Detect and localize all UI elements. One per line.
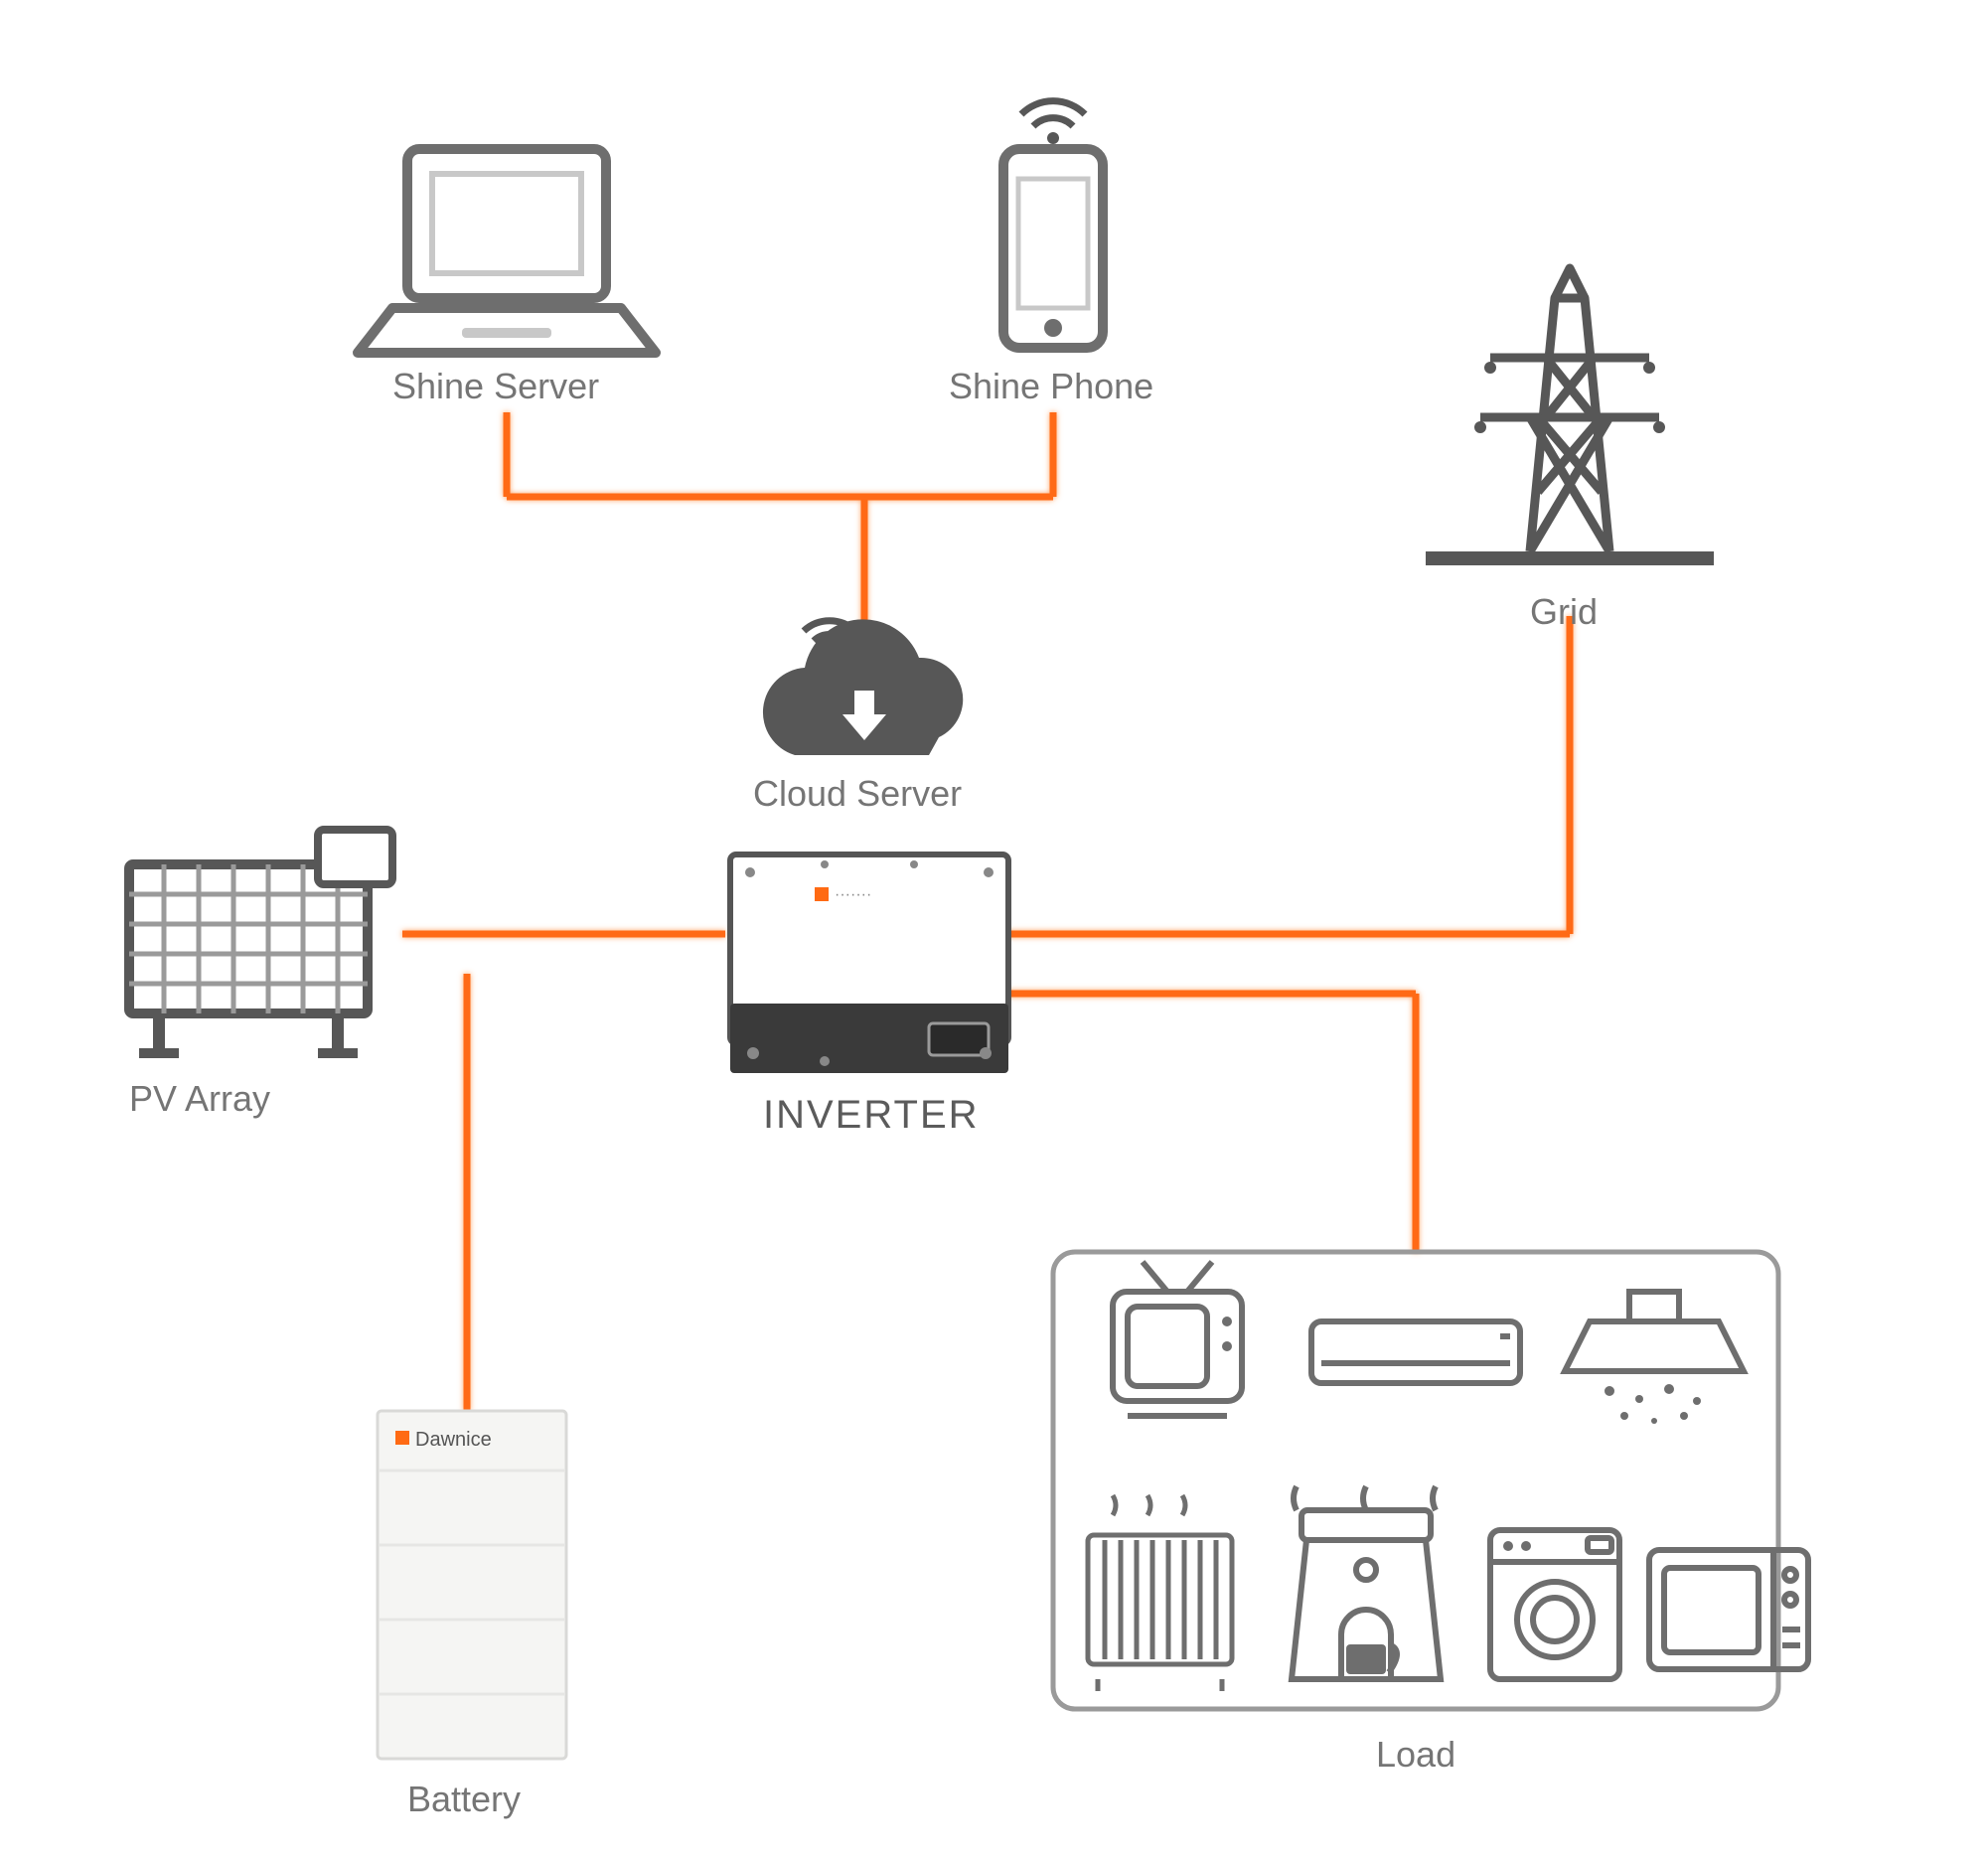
wifi-icon — [1021, 101, 1085, 144]
battery-icon — [378, 1411, 566, 1759]
shine-server-label: Shine Server — [392, 366, 599, 407]
inverter-icon: ······· — [730, 854, 1008, 1073]
pv-array-icon — [129, 830, 392, 1053]
cloud-server-label: Cloud Server — [753, 773, 962, 815]
grid-tower-icon — [1426, 268, 1714, 565]
phone-icon — [1003, 149, 1103, 348]
ac-unit-icon — [1311, 1321, 1520, 1383]
microwave-icon — [1649, 1550, 1808, 1669]
load-box — [1053, 1252, 1808, 1709]
pv-array-label: PV Array — [129, 1078, 270, 1120]
inverter-label: INVERTER — [763, 1093, 980, 1138]
load-label: Load — [1376, 1734, 1455, 1776]
grid-label: Grid — [1530, 591, 1598, 633]
battery-label: Battery — [407, 1779, 521, 1820]
laptop-icon — [358, 149, 656, 353]
tv-icon — [1113, 1262, 1242, 1416]
svg-text:·······: ······· — [835, 886, 871, 903]
cloud-icon — [763, 619, 963, 755]
washer-icon — [1490, 1530, 1619, 1679]
radiator-icon — [1088, 1495, 1232, 1691]
shine-phone-label: Shine Phone — [949, 366, 1153, 407]
diagram-canvas: ······· — [0, 0, 1988, 1856]
coffee-maker-icon — [1292, 1486, 1441, 1679]
battery-brand-label: Dawnice — [415, 1429, 492, 1452]
range-hood-icon — [1565, 1292, 1744, 1424]
